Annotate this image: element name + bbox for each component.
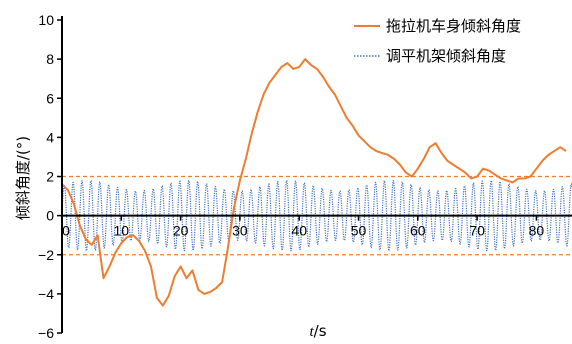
- y-tick-label: 0: [46, 208, 54, 224]
- x-tick-label: 70: [469, 223, 485, 239]
- line-tractor-body: [61, 58, 567, 307]
- y-tick-label: 8: [46, 51, 54, 67]
- x-tick-label: 80: [529, 223, 545, 239]
- legend: 拖拉机车身倾斜角度 调平机架倾斜角度: [354, 17, 521, 65]
- y-tick-label: 10: [38, 12, 54, 28]
- legend-label-tractor-body: 拖拉机车身倾斜角度: [386, 17, 521, 35]
- x-axis-unit: /s: [314, 322, 327, 340]
- y-tick-label: −2: [38, 247, 54, 263]
- y-tick-label: 4: [46, 129, 54, 145]
- y-tick-label: 6: [46, 90, 54, 106]
- x-tick-label: 20: [173, 223, 189, 239]
- y-tick-label: 2: [46, 169, 54, 185]
- x-tick-label: 40: [291, 223, 307, 239]
- legend-label-leveling-frame: 调平机架倾斜角度: [386, 47, 506, 65]
- y-tick-label: −4: [38, 286, 54, 302]
- line-leveling-frame: [61, 179, 572, 252]
- x-axis-variable: t: [309, 324, 314, 340]
- x-axis-title: t/s: [309, 322, 326, 340]
- axes: [61, 16, 572, 333]
- series-leveling-frame: [61, 179, 572, 252]
- y-tick-label: −6: [38, 325, 54, 341]
- x-tick-label: 60: [410, 223, 426, 239]
- x-tick-label: 50: [351, 223, 367, 239]
- x-tick-label: 0: [62, 223, 70, 239]
- y-axis-title: 倾斜角度/(°): [14, 136, 32, 220]
- tick-labels: −6 −4 −2 0 2 4 6 8 10 0 10 20 30 40 50 60 70 80: [38, 12, 544, 341]
- x-tick-label: 30: [232, 223, 248, 239]
- series-tractor-body: [61, 58, 567, 307]
- x-tick-label: 10: [114, 223, 130, 239]
